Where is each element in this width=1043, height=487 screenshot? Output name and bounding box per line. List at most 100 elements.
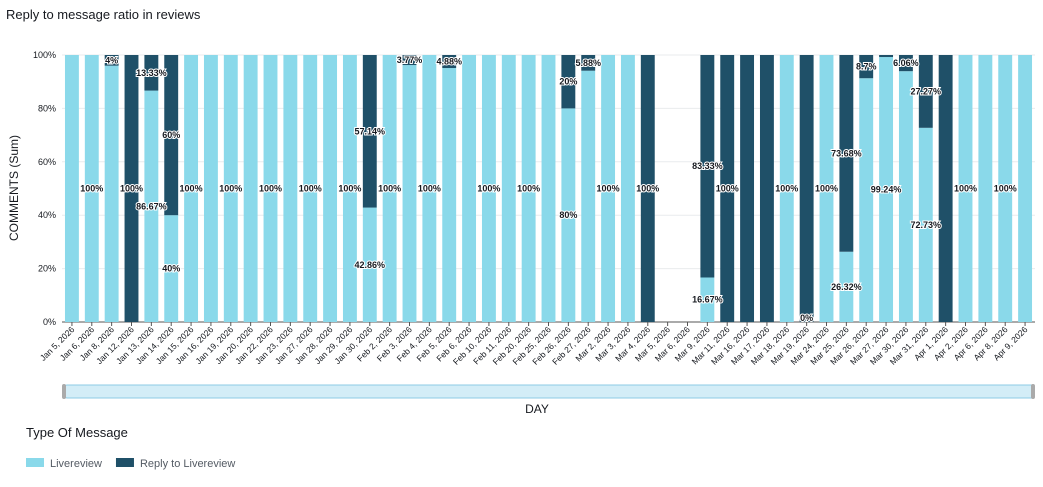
data-label: 57.14%	[355, 126, 386, 136]
bar-segment	[640, 55, 655, 322]
bar-segment	[700, 277, 715, 322]
bar-segment	[561, 108, 576, 323]
data-label: 73.68%	[831, 148, 862, 158]
bar-segment	[898, 55, 913, 72]
data-label: 100%	[775, 184, 798, 194]
y-tick-label: 100%	[33, 50, 56, 60]
data-label: 40%	[162, 264, 180, 274]
bar-segment	[164, 55, 179, 216]
data-label: 26.32%	[831, 282, 862, 292]
bar-segment	[342, 55, 357, 322]
data-label: 100%	[994, 184, 1017, 194]
bar-segment	[879, 57, 894, 322]
bar-segment	[362, 55, 377, 208]
bar-segment	[819, 55, 834, 322]
bar-segment	[402, 55, 417, 66]
bar-segment	[998, 55, 1013, 322]
bar-segment	[700, 55, 715, 278]
data-label: 100%	[120, 184, 143, 194]
bar-segment	[144, 55, 159, 91]
bar-segment	[442, 55, 457, 69]
bar-segment	[918, 127, 933, 322]
data-label: 100%	[517, 184, 540, 194]
bar-segment	[720, 55, 735, 322]
data-label: 100%	[259, 184, 282, 194]
bar-segment	[422, 55, 437, 322]
data-label: 20%	[559, 77, 577, 87]
bar-segment	[323, 55, 338, 322]
legend-swatch	[115, 458, 134, 467]
scroll-handle[interactable]	[62, 384, 66, 399]
data-label: 100%	[477, 184, 500, 194]
bar-segment	[124, 55, 139, 322]
bar-segment	[84, 55, 99, 322]
bar-segment	[581, 70, 596, 322]
bar-segment	[601, 55, 616, 322]
bar-segment	[839, 55, 854, 252]
bar-segment	[541, 55, 556, 322]
data-label: 100%	[716, 184, 739, 194]
data-label: 100%	[954, 184, 977, 194]
bar-segment	[303, 55, 318, 322]
bar-segment	[859, 55, 874, 79]
bar-segment	[740, 55, 755, 322]
bar-segment	[223, 55, 238, 322]
legend-swatch	[26, 458, 44, 467]
data-label: 100%	[418, 184, 441, 194]
legend-label: Reply to Livereview	[140, 458, 235, 470]
y-axis-label: COMMENTS (Sum)	[7, 135, 21, 241]
bar-segment	[799, 55, 814, 322]
bar-segment	[521, 55, 536, 322]
data-label: 8.7%	[856, 62, 877, 72]
data-label: 60%	[162, 130, 180, 140]
data-label: 3.77%	[397, 55, 423, 65]
bar-segment	[1018, 55, 1033, 322]
bar-segment	[958, 55, 973, 322]
data-label: 0%	[800, 313, 813, 323]
bar-segment	[283, 55, 298, 322]
y-tick-label: 20%	[38, 264, 56, 274]
bar-segment	[898, 71, 913, 322]
bar-segment	[144, 90, 159, 323]
data-label: 100%	[299, 184, 322, 194]
data-label: 100%	[378, 184, 401, 194]
bar-segment	[362, 207, 377, 322]
legend-label: Livereview	[50, 458, 102, 470]
data-label: 16.67%	[692, 295, 723, 305]
data-label: 99.24%	[871, 185, 902, 195]
scrollbar[interactable]	[63, 384, 1035, 399]
bar-segment	[978, 55, 993, 322]
bar-segment	[104, 55, 119, 66]
scroll-handle[interactable]	[1031, 384, 1035, 399]
bar-segment	[620, 55, 635, 322]
data-label: 100%	[636, 184, 659, 194]
y-tick-label: 0%	[43, 317, 56, 327]
bar-segment	[64, 55, 79, 322]
data-label: 72.73%	[911, 220, 942, 230]
bar-segment	[164, 215, 179, 322]
bar-segment	[481, 55, 496, 322]
bar-segment	[402, 65, 417, 322]
bar-segment	[581, 55, 596, 71]
bar-segment	[442, 68, 457, 322]
data-label: 100%	[338, 184, 361, 194]
data-label: 4.88%	[436, 57, 462, 67]
bar-segment	[839, 251, 854, 322]
bar-segment	[184, 55, 199, 322]
data-label: 100%	[180, 184, 203, 194]
legend-title: Type Of Message	[26, 425, 128, 440]
bar-segment	[918, 55, 933, 128]
data-label: 100%	[80, 184, 103, 194]
bar-segment	[263, 55, 278, 322]
data-label: 100%	[219, 184, 242, 194]
y-tick-label: 40%	[38, 210, 56, 220]
bar-segment	[759, 55, 774, 322]
data-label: 100%	[597, 184, 620, 194]
bar-segment	[779, 55, 794, 322]
bar-segment	[859, 78, 874, 322]
data-label: 100%	[815, 184, 838, 194]
data-label: 42.86%	[355, 260, 386, 270]
data-label: 4%	[105, 55, 118, 65]
